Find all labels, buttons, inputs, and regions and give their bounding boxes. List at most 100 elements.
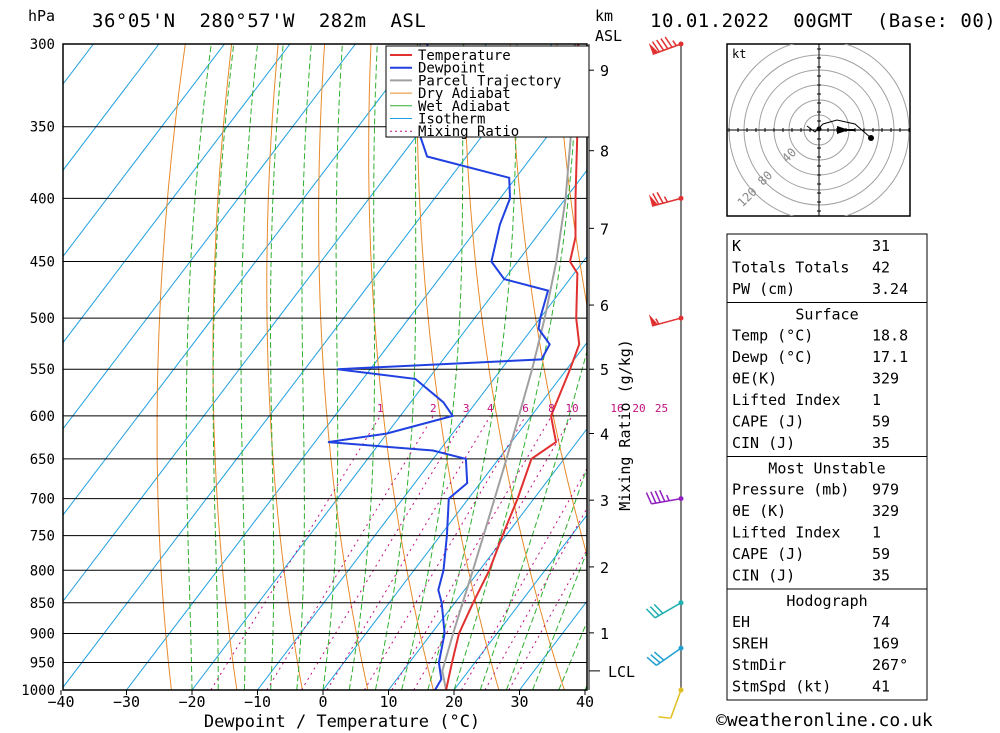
mixing-ratio-label: 16 [610, 402, 623, 415]
km-tick-label: 1 [600, 625, 609, 643]
surface-value: 1 [872, 391, 881, 409]
wet-adiabat-line [296, 44, 312, 690]
isotherm-line [453, 514, 587, 690]
basic-index-value: 3.24 [872, 280, 908, 298]
mixing-ratio-label: 3 [463, 402, 470, 415]
mixing-ratio-line [266, 415, 434, 690]
unstable-label: CIN (J) [732, 567, 795, 585]
mixing-ratio-axis-label: Mixing Ratio (g/kg) [616, 339, 634, 511]
wind-barb [646, 645, 684, 666]
wind-barb [648, 36, 684, 55]
location-header: 36°05'N 280°57'W 282m ASL [92, 10, 427, 32]
isotherm-line [63, 44, 487, 603]
unstable-value: 59 [872, 545, 890, 563]
wind-barb-full [650, 654, 661, 664]
hodograph-stats-title: Hodograph [786, 592, 867, 610]
dry-adiabat-line [156, 44, 186, 690]
wind-barb-full [658, 716, 671, 719]
wind-barb-half [663, 196, 669, 203]
wet-adiabat-line [240, 44, 259, 690]
wind-barb-full [664, 36, 673, 48]
surface-value: 59 [872, 413, 890, 431]
wind-barb [645, 489, 684, 505]
isotherm-line [63, 44, 422, 516]
legend-box [385, 45, 590, 138]
pressure-tick-label: 300 [30, 37, 55, 53]
surface-value: 18.8 [872, 327, 908, 345]
most-unstable-title: Most Unstable [768, 460, 885, 478]
wind-barb-shaft [654, 602, 682, 619]
legend-label: Temperature [418, 48, 511, 64]
x-axis-label: Dewpoint / Temperature (°C) [204, 712, 480, 732]
basic-indices-box [726, 233, 928, 303]
hodo-stat-value: 41 [872, 678, 890, 696]
legend-label: Dewpoint [418, 61, 485, 77]
mixing-ratio-label: 2 [430, 402, 437, 415]
wind-barb-full [651, 41, 661, 53]
wind-barb-full [646, 656, 657, 666]
isotherm-line [0, 44, 28, 690]
hodo-stat-value: 74 [872, 613, 890, 631]
unstable-value: 35 [872, 567, 890, 585]
wet-adiabat-line [453, 44, 579, 690]
pressure-tick-label: 450 [30, 255, 55, 271]
x-tick-label: 0 [318, 693, 327, 711]
pressure-tick-label: 400 [30, 191, 55, 207]
pressure-tick-label: 500 [30, 311, 55, 327]
x-tick-label: −40 [47, 693, 74, 711]
x-tick-label: 30 [510, 693, 528, 711]
basic-index-value: 31 [872, 237, 890, 255]
unstable-value: 979 [872, 481, 899, 499]
wind-barb-full [659, 489, 666, 502]
mixing-ratio-line [484, 507, 587, 690]
copyright-link[interactable]: ©weatheronline.co.uk [716, 710, 933, 731]
basic-index-label: Totals Totals [732, 259, 849, 277]
unstable-value: 329 [872, 502, 899, 520]
hodograph-trace [806, 119, 872, 139]
hodograph-unit: kt [732, 47, 746, 61]
unstable-label: CAPE (J) [732, 545, 804, 563]
dry-adiabat-line [318, 44, 369, 690]
hodo-stat-label: EH [732, 613, 750, 631]
isotherm-line [257, 255, 587, 690]
datetime-header: 10.01.2022 00GMT (Base: 00) [650, 10, 997, 32]
pressure-tick-label: 350 [30, 120, 55, 136]
legend-label: Isotherm [418, 112, 485, 128]
wet-adiabat-line [212, 44, 235, 690]
surface-label: CIN (J) [732, 434, 795, 452]
pressure-tick-label: 600 [30, 409, 55, 425]
wind-barb-full [654, 490, 662, 503]
pressure-tick-label: 900 [30, 626, 55, 642]
mixing-ratio-label: 8 [548, 402, 555, 415]
wet-adiabat-line [374, 44, 418, 690]
parcel-trajectory-line [441, 44, 576, 690]
unstable-label: Lifted Index [732, 524, 840, 542]
pressure-tick-label: 700 [30, 492, 55, 508]
wind-barb [648, 191, 684, 207]
wind-barb-full [656, 39, 665, 51]
hodo-stat-label: SREH [732, 635, 768, 653]
wind-barb [658, 687, 684, 719]
hodo-stat-value: 267° [872, 656, 908, 674]
mixing-ratio-line [326, 415, 491, 690]
x-tick-label: −20 [178, 693, 205, 711]
wind-barb-full [656, 191, 664, 204]
wind-barb-flag [648, 194, 658, 207]
pressure-tick-label: 950 [30, 655, 55, 671]
isotherm-line [63, 44, 291, 344]
wind-barb-flag [648, 42, 659, 55]
basic-index-label: K [732, 237, 741, 255]
isotherm-line [322, 341, 587, 690]
isotherm-line [388, 427, 587, 690]
plot-area [0, 7, 1000, 690]
wind-barb-shaft [655, 647, 682, 666]
mixing-ratio-line [363, 415, 526, 690]
surface-label: θE(K) [732, 370, 777, 388]
wet-adiabat-line [185, 44, 212, 690]
surface-label: Lifted Index [732, 391, 840, 409]
x-tick-label: −10 [244, 693, 271, 711]
dry-adiabat-line [919, 7, 1000, 690]
wet-adiabat-line [322, 44, 343, 690]
